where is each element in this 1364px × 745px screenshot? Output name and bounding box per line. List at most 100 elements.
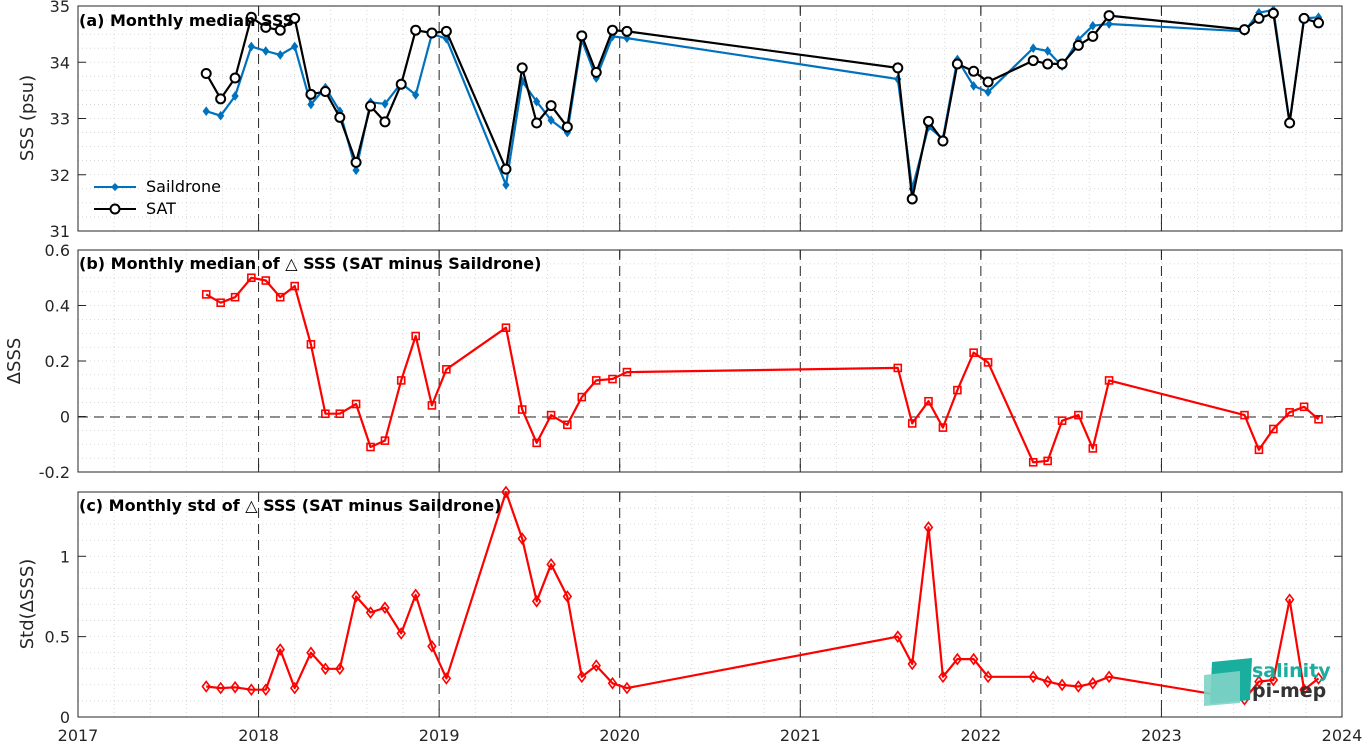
logo-line2: pi-mep	[1252, 680, 1326, 702]
data-point	[1072, 39, 1084, 51]
data-point	[335, 662, 345, 676]
data-point	[441, 672, 452, 685]
series-line	[206, 490, 1320, 701]
y-tick-label: 34	[50, 53, 70, 72]
data-point	[381, 99, 389, 109]
data-point	[606, 24, 618, 36]
data-point	[924, 396, 933, 406]
panel-c-ylabel: Std(ΔSSS)	[17, 559, 38, 650]
data-point	[577, 670, 587, 684]
data-point	[621, 25, 633, 37]
data-point	[501, 485, 511, 499]
data-point	[1028, 670, 1038, 684]
data-point	[231, 91, 239, 101]
panel-b-y-ticks: -0.2 0 0.2 0.4 0.6	[39, 241, 1342, 482]
x-tick-label: 2024	[1322, 726, 1363, 745]
panel-b-data	[201, 273, 1323, 467]
data-point	[577, 392, 587, 402]
data-point	[1299, 683, 1309, 697]
data-point	[365, 100, 377, 112]
data-point	[306, 646, 316, 660]
data-point	[561, 121, 573, 133]
panel-a-grid	[77, 5, 1343, 232]
data-point	[984, 87, 992, 97]
data-point	[305, 88, 317, 100]
data-point	[1088, 444, 1098, 453]
data-point	[1089, 20, 1097, 31]
data-point	[893, 363, 903, 373]
panel-a-y-ticks: 31 32 33 34 35	[50, 0, 1342, 241]
legend-label-saildrone: Saildrone	[146, 177, 221, 196]
data-point	[1298, 12, 1310, 24]
data-point	[1268, 673, 1279, 687]
y-tick-label: 0.4	[45, 297, 70, 316]
panel-a-year-lines	[77, 6, 1343, 231]
data-point	[1267, 7, 1279, 19]
data-point	[289, 681, 300, 695]
logo-shape-front	[1204, 671, 1240, 706]
data-point	[546, 410, 556, 420]
data-point	[970, 81, 978, 91]
data-point	[201, 290, 211, 299]
data-point	[1254, 445, 1264, 455]
data-point	[261, 683, 271, 697]
data-point	[1284, 593, 1295, 607]
data-point	[275, 643, 285, 656]
data-point	[517, 405, 527, 414]
data-point	[1254, 675, 1264, 688]
data-point	[396, 376, 406, 385]
data-point	[427, 639, 437, 653]
y-tick-label: 0.5	[45, 628, 70, 647]
data-point	[952, 652, 963, 666]
data-point	[1073, 680, 1084, 693]
data-point	[968, 65, 980, 77]
data-point	[546, 557, 556, 571]
data-point	[1044, 46, 1052, 56]
data-point	[1056, 58, 1068, 70]
data-point	[1299, 402, 1309, 412]
data-point	[1042, 675, 1053, 688]
data-point	[590, 66, 602, 78]
data-point	[1313, 17, 1325, 29]
data-point	[1104, 376, 1114, 385]
panel-a-ylabel: SSS (psu)	[17, 75, 38, 161]
data-point	[906, 193, 918, 205]
data-point	[306, 340, 316, 349]
data-point	[893, 630, 903, 643]
data-point	[1042, 58, 1054, 70]
data-point	[351, 590, 361, 603]
data-point	[246, 683, 257, 697]
data-point	[274, 24, 286, 36]
data-point	[531, 594, 542, 608]
data-point	[396, 627, 406, 640]
x-tick-label: 2018	[238, 726, 279, 745]
data-point	[260, 21, 272, 33]
data-point	[365, 606, 376, 619]
y-tick-label: 0.2	[45, 352, 70, 371]
y-tick-label: 35	[50, 0, 70, 16]
data-point	[217, 110, 225, 121]
data-point	[395, 78, 407, 90]
panel-c: 00.51 (c) Monthly std of △ SSS (SAT minu…	[17, 485, 1363, 745]
data-point	[1269, 424, 1278, 434]
data-point	[230, 680, 240, 694]
series-line	[205, 276, 1320, 464]
data-point	[366, 442, 375, 452]
y-tick-label: 0.6	[45, 241, 70, 260]
data-point	[591, 376, 601, 385]
x-tick-label: 2021	[780, 726, 821, 745]
data-point	[531, 117, 543, 129]
data-point	[533, 96, 541, 107]
data-point	[1285, 408, 1294, 417]
data-point	[938, 670, 948, 684]
data-point	[1284, 117, 1296, 129]
x-tick-label: 2022	[960, 726, 1001, 745]
data-point	[982, 76, 994, 88]
data-point	[1105, 19, 1113, 29]
x-tick-label: 2023	[1141, 726, 1182, 745]
data-point	[907, 657, 917, 671]
data-point	[983, 358, 993, 367]
data-point	[380, 436, 390, 445]
data-point	[215, 93, 227, 105]
